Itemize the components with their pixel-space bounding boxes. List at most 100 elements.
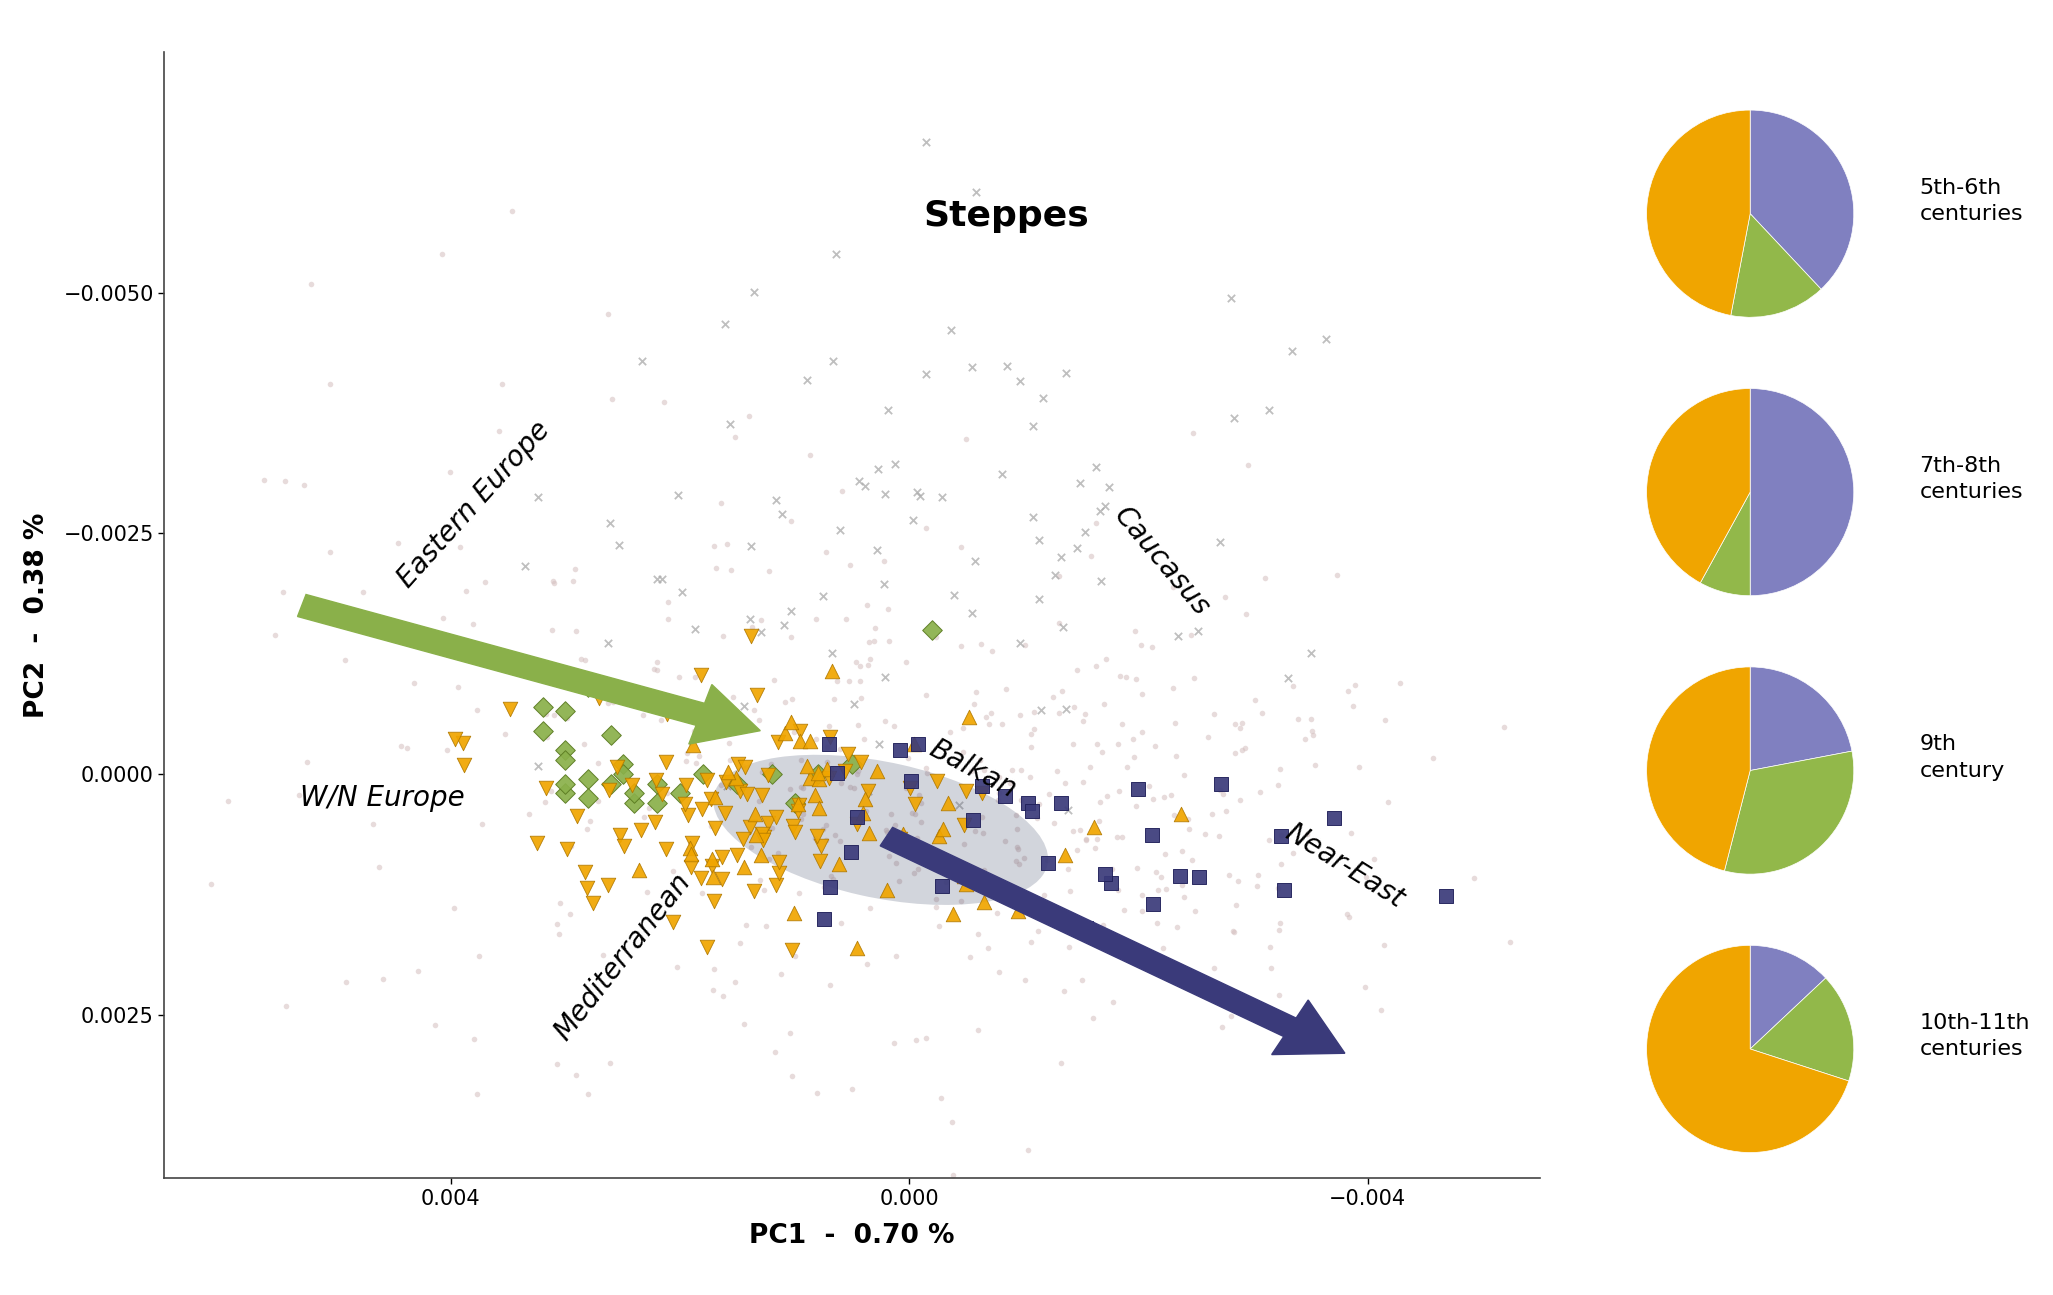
Point <box>758 670 790 690</box>
Point <box>1121 796 1154 817</box>
Point <box>595 773 628 794</box>
Point <box>727 755 760 776</box>
Point <box>1051 859 1084 879</box>
Point <box>967 822 1000 843</box>
Point <box>1156 576 1189 597</box>
Point <box>782 794 815 815</box>
Point <box>1125 684 1158 704</box>
Point <box>838 694 870 715</box>
Point <box>965 782 998 803</box>
Point <box>686 882 719 903</box>
Point <box>686 764 719 785</box>
Point <box>1263 919 1295 940</box>
Point <box>918 847 951 868</box>
Point <box>846 803 879 824</box>
Point <box>858 631 891 651</box>
Point <box>573 787 606 808</box>
Point <box>805 767 838 787</box>
Point <box>745 610 778 631</box>
Point <box>1045 793 1078 813</box>
Point <box>604 535 636 556</box>
Text: Mediterranean: Mediterranean <box>548 868 696 1046</box>
Point <box>948 815 981 835</box>
Point <box>1215 287 1248 308</box>
Point <box>513 658 546 679</box>
Point <box>632 798 665 818</box>
Point <box>860 761 893 782</box>
Point <box>1261 878 1293 899</box>
Point <box>965 807 998 828</box>
Point <box>462 945 495 966</box>
Point <box>1295 721 1328 742</box>
Point <box>735 535 768 556</box>
Point <box>762 852 795 873</box>
Point <box>1176 850 1209 870</box>
Point <box>946 717 979 738</box>
Point <box>1121 778 1154 799</box>
Point <box>698 891 731 912</box>
Point <box>604 825 636 846</box>
Point <box>1082 811 1115 831</box>
Point <box>1105 666 1137 686</box>
Point <box>1014 723 1047 743</box>
Point <box>946 742 979 763</box>
Point <box>1012 793 1045 813</box>
Point <box>1121 668 1154 689</box>
Point <box>926 818 959 839</box>
Point <box>1242 865 1275 886</box>
Point <box>1000 818 1033 839</box>
Point <box>1029 884 1061 905</box>
Point <box>944 865 977 886</box>
Point <box>1203 826 1236 847</box>
Point <box>1246 702 1279 723</box>
Point <box>643 785 675 805</box>
Point <box>1072 931 1105 952</box>
Point <box>944 536 977 557</box>
Point <box>1125 884 1158 905</box>
Point <box>624 820 657 840</box>
Point <box>936 904 969 925</box>
Point <box>753 848 786 869</box>
Point <box>1269 879 1302 900</box>
Point <box>870 822 903 843</box>
Point <box>739 804 772 825</box>
Point <box>1088 864 1121 884</box>
Point <box>1100 826 1133 847</box>
Point <box>753 561 786 581</box>
Point <box>536 620 569 641</box>
Point <box>834 671 866 692</box>
Point <box>774 512 807 532</box>
Point <box>1429 886 1462 906</box>
Point <box>571 818 604 839</box>
Point <box>259 624 292 645</box>
Point <box>996 883 1029 904</box>
Point <box>521 486 554 506</box>
Point <box>733 817 766 838</box>
Point <box>493 649 526 670</box>
Point <box>897 862 930 883</box>
Point <box>1061 537 1094 558</box>
Point <box>710 776 743 796</box>
Point <box>924 916 957 936</box>
Point <box>651 609 684 629</box>
Point <box>367 969 400 989</box>
Point <box>1332 681 1365 702</box>
Point <box>873 598 905 619</box>
Point <box>1277 843 1310 864</box>
Point <box>710 772 743 793</box>
Text: Balkan: Balkan <box>924 734 1020 804</box>
Point <box>641 793 673 813</box>
Point <box>211 791 244 812</box>
Point <box>747 881 780 901</box>
Point <box>823 738 856 759</box>
Point <box>361 856 394 877</box>
Point <box>799 785 831 805</box>
Point <box>723 754 756 774</box>
Point <box>1137 736 1170 756</box>
Point <box>1297 755 1330 776</box>
Point <box>530 703 563 724</box>
Point <box>550 707 583 728</box>
Point <box>768 692 801 712</box>
Point <box>850 953 883 974</box>
Point <box>700 557 733 578</box>
